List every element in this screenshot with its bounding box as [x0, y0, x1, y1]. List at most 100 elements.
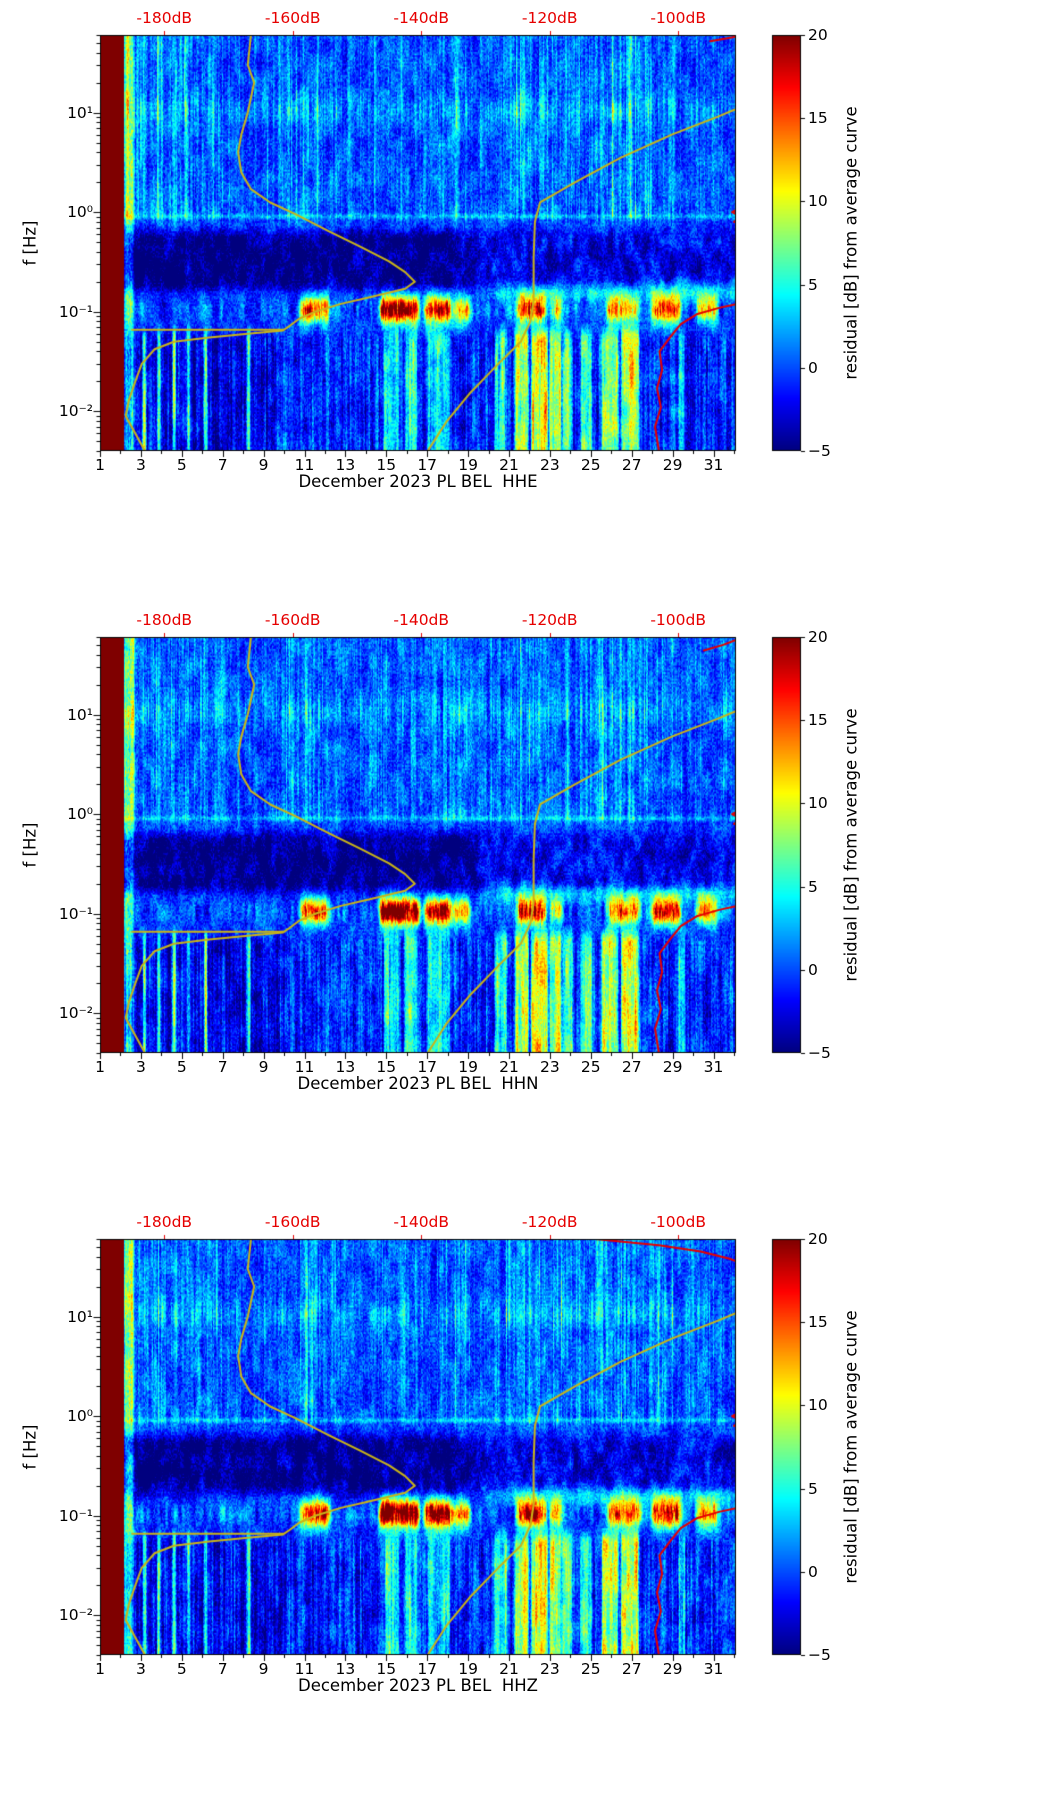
spectrogram-canvas-hhz [0, 1204, 1052, 1806]
x-tick-label: 19 [458, 456, 478, 474]
x-tick-label: 21 [499, 1058, 519, 1076]
top-axis-tick-label: -160dB [264, 611, 321, 629]
x-tick-label: 3 [135, 1058, 146, 1076]
top-axis-tick-label: -120dB [521, 611, 578, 629]
x-tick-label: 19 [458, 1058, 478, 1076]
y-tick-label: 10⁻² [58, 1004, 93, 1023]
x-tick-label: 13 [335, 1058, 356, 1076]
top-axis-tick-label: -140dB [393, 1213, 450, 1231]
x-tick-label: 15 [376, 1660, 397, 1678]
x-tick-label: 9 [258, 1660, 269, 1678]
top-axis-tick-label: -120dB [521, 9, 578, 27]
top-axis-tick-label: -140dB [393, 9, 450, 27]
colorbar-tick-label: −5 [808, 442, 831, 460]
y-tick-label: 10⁻¹ [58, 904, 93, 923]
top-axis-tick-label: -160dB [264, 1213, 321, 1231]
x-tick-label: 7 [217, 456, 228, 474]
x-tick-label: 3 [135, 1660, 146, 1678]
colorbar-tick-label: 20 [808, 26, 828, 44]
y-tick-label: 10⁰ [67, 203, 93, 222]
colorbar-tick-label: 5 [808, 1479, 818, 1498]
x-tick-label: 1 [95, 1058, 105, 1076]
x-tick-label: 11 [294, 1058, 315, 1076]
panel-hhn: f [Hz] December 2023 PL BEL HHN residual… [0, 602, 1052, 1204]
top-axis-tick-label: -100dB [650, 1213, 706, 1231]
colorbar-tick-label: 20 [808, 1230, 828, 1248]
y-tick-label: 10¹ [67, 103, 93, 122]
x-axis-title: December 2023 PL BEL HHE [298, 472, 538, 491]
x-tick-label: 7 [217, 1058, 228, 1076]
x-tick-label: 27 [621, 1660, 642, 1678]
colorbar-tick-label: 0 [808, 960, 818, 979]
x-tick-label: 17 [417, 456, 438, 474]
colorbar-tick-label: 0 [808, 358, 818, 377]
colorbar-tick-label: 10 [808, 1396, 828, 1415]
colorbar-tick-label: 15 [808, 1313, 828, 1332]
x-tick-label: 5 [176, 456, 187, 474]
x-tick-label: 13 [335, 1660, 356, 1678]
panel-hhz: f [Hz] December 2023 PL BEL HHZ residual… [0, 1204, 1052, 1806]
colorbar-tick-label: 15 [808, 711, 828, 730]
x-tick-label: 11 [294, 456, 315, 474]
x-tick-label: 25 [580, 1660, 601, 1678]
y-axis-label: f [Hz] [20, 822, 40, 868]
y-tick-label: 10⁰ [67, 805, 93, 824]
x-tick-label: 15 [376, 1058, 397, 1076]
top-axis-tick-label: -140dB [393, 611, 450, 629]
colorbar-tick-label: 10 [808, 794, 828, 813]
x-tick-label: 21 [499, 1660, 519, 1678]
y-axis-label: f [Hz] [20, 220, 40, 266]
x-tick-label: 1 [95, 1660, 105, 1678]
y-tick-label: 10¹ [67, 705, 93, 724]
spectrogram-canvas-hhn [0, 602, 1052, 1204]
spectrogram-canvas-hhe [0, 0, 1052, 602]
top-axis-tick-label: -180dB [136, 1213, 193, 1231]
panel-hhe: f [Hz] December 2023 PL BEL HHE residual… [0, 0, 1052, 602]
x-tick-label: 9 [258, 456, 269, 474]
x-tick-label: 13 [335, 456, 356, 474]
x-tick-label: 31 [703, 1660, 724, 1678]
top-axis-tick-label: -180dB [136, 9, 193, 27]
colorbar-tick-label: 5 [808, 275, 818, 294]
x-tick-label: 17 [417, 1660, 438, 1678]
x-tick-label: 31 [703, 1058, 724, 1076]
x-axis-title: December 2023 PL BEL HHZ [298, 1676, 538, 1695]
x-tick-label: 3 [135, 456, 146, 474]
colorbar-label: residual [dB] from average curve [841, 106, 861, 380]
y-axis-label: f [Hz] [20, 1424, 40, 1470]
y-tick-label: 10⁻² [58, 1606, 93, 1625]
colorbar-tick-label: −5 [808, 1044, 831, 1062]
x-tick-label: 23 [540, 1660, 560, 1678]
colorbar-tick-label: 0 [808, 1562, 818, 1581]
y-tick-label: 10⁰ [67, 1407, 93, 1426]
colorbar-label: residual [dB] from average curve [841, 708, 861, 982]
x-tick-label: 27 [621, 1058, 642, 1076]
colorbar-tick-label: 10 [808, 192, 828, 211]
x-tick-label: 29 [662, 456, 683, 474]
x-tick-label: 5 [176, 1660, 187, 1678]
top-axis-tick-label: -100dB [650, 611, 706, 629]
x-tick-label: 5 [176, 1058, 187, 1076]
y-tick-label: 10⁻² [58, 402, 93, 421]
colorbar-tick-label: −5 [808, 1646, 831, 1664]
x-tick-label: 23 [540, 456, 560, 474]
top-axis-tick-label: -160dB [264, 9, 321, 27]
x-tick-label: 29 [662, 1660, 683, 1678]
x-axis-title: December 2023 PL BEL HHN [297, 1074, 539, 1093]
x-tick-label: 17 [417, 1058, 438, 1076]
top-axis-tick-label: -120dB [521, 1213, 578, 1231]
colorbar-label: residual [dB] from average curve [841, 1310, 861, 1584]
top-axis-tick-label: -180dB [136, 611, 193, 629]
colorbar-tick-label: 15 [808, 109, 828, 128]
y-tick-label: 10⁻¹ [58, 302, 93, 321]
x-tick-label: 25 [580, 456, 601, 474]
x-tick-label: 29 [662, 1058, 683, 1076]
x-tick-label: 25 [580, 1058, 601, 1076]
x-tick-label: 1 [95, 456, 105, 474]
colorbar-tick-label: 5 [808, 877, 818, 896]
x-tick-label: 7 [217, 1660, 228, 1678]
y-tick-label: 10⁻¹ [58, 1506, 93, 1525]
x-tick-label: 9 [258, 1058, 269, 1076]
x-tick-label: 27 [621, 456, 642, 474]
